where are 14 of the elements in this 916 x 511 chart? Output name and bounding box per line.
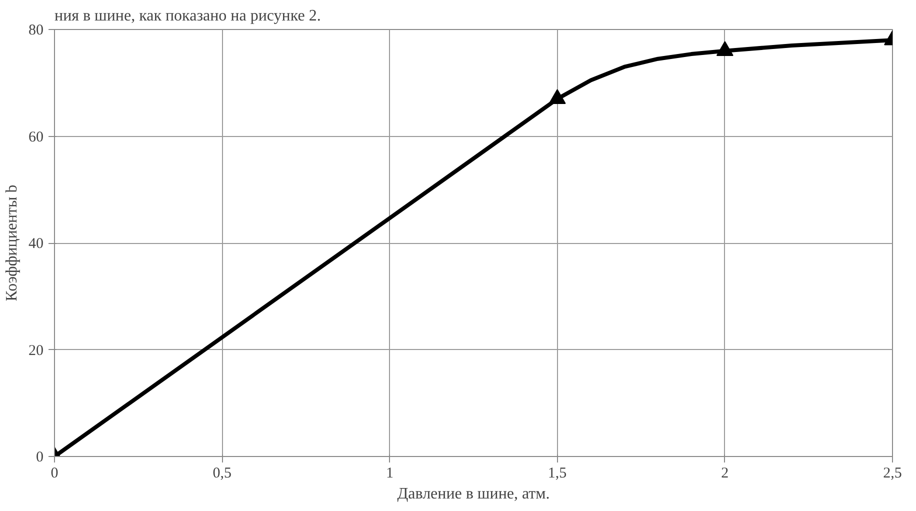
x-tick-label: 1	[386, 466, 394, 482]
y-tick-label: 0	[36, 450, 44, 466]
y-axis-title: Коэффициенты b	[4, 184, 20, 302]
x-tick-label: 2	[721, 466, 729, 482]
x-tick-label: 0	[50, 466, 58, 482]
x-tick-label: 1,5	[548, 466, 567, 482]
x-axis-title: Давление в шине, атм.	[397, 486, 550, 502]
x-tick-label: 2,5	[883, 466, 902, 482]
y-tick-label: 40	[28, 236, 44, 252]
x-tick-label: 0,5	[212, 466, 232, 482]
y-tick-label: 80	[28, 22, 44, 38]
y-tick-label: 60	[28, 129, 44, 146]
y-tick-label: 20	[28, 342, 44, 359]
text: ния в шине, как показано на рисунке 2.	[54, 8, 321, 24]
